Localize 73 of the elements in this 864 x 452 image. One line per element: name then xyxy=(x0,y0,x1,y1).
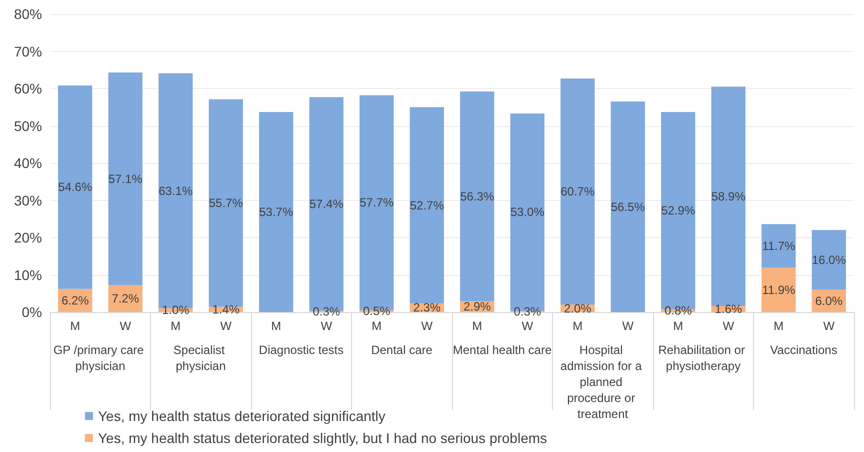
data-label: 16.0% xyxy=(812,252,846,267)
data-label: 2.0% xyxy=(564,301,592,316)
y-tick-label: 60% xyxy=(14,80,42,96)
y-tick-label: 10% xyxy=(14,266,42,283)
y-tick-label: 40% xyxy=(14,155,42,171)
legend-label: Yes, my health status deteriorated significantly xyxy=(98,408,386,424)
bar xyxy=(762,268,796,312)
y-tick-label: 0% xyxy=(22,304,42,320)
data-label: 53.7% xyxy=(259,204,294,219)
bar xyxy=(410,107,444,304)
text: GP /primary care physician xyxy=(53,343,148,373)
data-label: 60.7% xyxy=(560,184,595,198)
data-label: 57.7% xyxy=(360,196,394,210)
data-label: 1.6% xyxy=(714,302,742,316)
y-tick-label: 50% xyxy=(14,118,42,134)
data-label: 2.9% xyxy=(463,300,492,314)
text: Vaccinations xyxy=(770,343,838,357)
text: Diagnostic tests xyxy=(258,343,344,357)
x-tick-label: W xyxy=(522,319,534,333)
bar xyxy=(812,230,846,290)
x-tick-label: M xyxy=(673,319,684,333)
bar xyxy=(762,224,796,268)
text: Hospital admission for a planned procedure or treatment xyxy=(560,343,646,421)
x-tick-label: W xyxy=(220,319,232,333)
y-tick-label: 70% xyxy=(14,43,42,60)
data-label: 57.1% xyxy=(108,172,143,186)
legend-label: Yes, my health status deteriorated slightly, but I had no serious problems xyxy=(98,430,548,446)
x-tick-label: M xyxy=(572,319,583,333)
x-tick-label: W xyxy=(120,319,132,333)
data-label: 11.9% xyxy=(762,282,796,297)
bar xyxy=(460,91,494,302)
x-tick-label: W xyxy=(622,319,634,333)
text: Specialist physician xyxy=(173,343,228,373)
bar xyxy=(58,86,92,289)
y-tick-label: 80% xyxy=(14,6,42,22)
x-tick-label: M xyxy=(472,319,482,333)
data-label: 56.3% xyxy=(460,189,494,204)
y-tick-label: 20% xyxy=(14,230,42,246)
x-tick-label: M xyxy=(70,319,80,333)
bar xyxy=(108,285,142,312)
data-label: 55.7% xyxy=(208,196,244,210)
data-label: 6.2% xyxy=(61,293,90,308)
data-label: 52.9% xyxy=(661,203,696,218)
text: Mental health care xyxy=(452,343,552,357)
data-label: 1.4% xyxy=(212,302,240,316)
y-tick-label: 30% xyxy=(14,192,42,208)
x-tick-label: M xyxy=(271,319,282,333)
text: Rehabilitation or physiotherapy xyxy=(658,343,748,373)
x-tick-label: W xyxy=(421,319,434,333)
data-label: 56.5% xyxy=(610,200,646,214)
x-tick-label: W xyxy=(722,319,735,333)
text: Dental care xyxy=(371,343,433,357)
data-label: 58.9% xyxy=(711,189,746,204)
x-tick-label: M xyxy=(372,319,382,333)
x-tick-label: M xyxy=(774,319,784,333)
data-label: 54.6% xyxy=(58,180,92,194)
data-label: 53.0% xyxy=(510,205,545,220)
bar xyxy=(108,72,142,286)
bar xyxy=(711,86,746,306)
data-label: 2.3% xyxy=(413,300,441,315)
data-label: 7.2% xyxy=(112,292,140,306)
data-label: 57.4% xyxy=(309,196,344,211)
data-label: 11.7% xyxy=(762,238,796,253)
bar xyxy=(560,78,595,305)
bar xyxy=(259,112,294,312)
x-tick-label: M xyxy=(170,319,181,333)
bar xyxy=(208,99,243,307)
x-tick-label: W xyxy=(823,319,836,333)
data-label: 52.7% xyxy=(410,198,444,212)
x-tick-label: W xyxy=(320,319,333,333)
data-label: 6.0% xyxy=(815,294,843,308)
bar xyxy=(610,102,645,312)
data-label: 63.1% xyxy=(158,184,193,198)
